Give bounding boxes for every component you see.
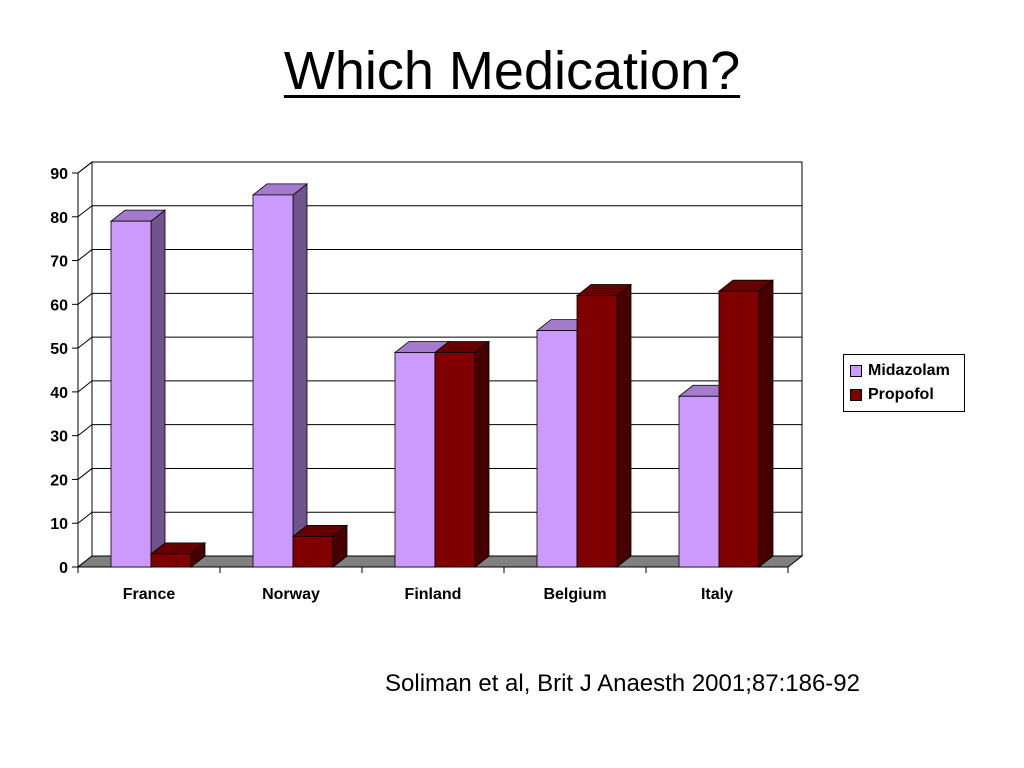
bar-midazolam-france-side	[150, 209, 166, 568]
y-tick-label: 0	[59, 560, 68, 577]
plot-side-wall	[77, 160, 93, 569]
y-tick-labels: 0 10 20 30 40 50 60 70 80 90	[50, 166, 68, 577]
gridline-depth	[77, 511, 93, 524]
x-category-label: France	[123, 586, 176, 603]
legend-label-propofol: Propofol	[868, 386, 934, 403]
bar-propofol-france	[149, 542, 207, 568]
legend-entry-propofol: Propofol	[850, 385, 934, 405]
bar-midazolam-belgium-front	[536, 330, 578, 568]
bar-propofol-italy-side	[758, 279, 774, 568]
gridline-depth	[77, 424, 93, 437]
legend-label-midazolam: Midazolam	[868, 362, 950, 379]
legend-swatch-propofol	[850, 389, 862, 401]
gridline-depth	[77, 336, 93, 349]
gridline-depth	[77, 380, 93, 393]
y-tick-label: 40	[50, 385, 68, 402]
x-category-label: Italy	[701, 586, 733, 603]
bar-propofol-finland-side	[474, 340, 490, 568]
x-category-label: Belgium	[543, 586, 606, 603]
bar-propofol-norway-front	[292, 535, 334, 568]
legend: Midazolam Propofol	[843, 354, 965, 412]
x-category-label: Norway	[262, 586, 320, 603]
bar-midazolam-italy	[677, 384, 735, 568]
bar-midazolam-norway	[251, 183, 309, 568]
gridline-depth	[77, 205, 93, 218]
y-tick-label: 30	[50, 429, 68, 446]
bar-midazolam-norway-front	[252, 194, 294, 568]
x-category-labels: France Norway Finland Belgium Italy	[123, 586, 733, 603]
citation: Soliman et al, Brit J Anaesth 2001;87:18…	[385, 670, 860, 697]
y-tick-label: 70	[50, 254, 68, 271]
y-tick-label: 60	[50, 297, 68, 314]
gridline-depth	[77, 292, 93, 305]
bar-propofol-norway	[291, 524, 349, 568]
y-tick-label: 20	[50, 472, 68, 489]
x-category-label: Finland	[405, 586, 462, 603]
bars	[109, 183, 775, 568]
bar-midazolam-finland-front	[394, 352, 436, 568]
bar-propofol-finland	[433, 340, 491, 568]
y-tick-label: 80	[50, 210, 68, 227]
y-tick-label: 90	[50, 166, 68, 183]
slide-title: Which Medication?	[283, 41, 741, 101]
bar-propofol-belgium-side	[616, 283, 632, 568]
bar-midazolam-norway-side	[292, 183, 308, 568]
bar-propofol-finland-front	[434, 352, 476, 568]
bar-midazolam-france-front	[110, 220, 152, 568]
legend-entry-midazolam: Midazolam	[850, 361, 950, 381]
bar-propofol-italy	[717, 279, 775, 568]
bar-propofol-france-front	[150, 553, 192, 568]
y-tick-label: 50	[50, 341, 68, 358]
bar-midazolam-italy-front	[678, 395, 720, 568]
bar-midazolam-france	[109, 209, 167, 568]
legend-swatch-midazolam	[850, 365, 862, 377]
bar-propofol-italy-front	[718, 290, 760, 568]
gridline-depth	[77, 161, 93, 174]
bar-propofol-belgium-front	[576, 295, 618, 568]
bar-propofol-belgium	[575, 283, 633, 568]
gridline-depth	[77, 249, 93, 261]
y-tick-label: 10	[50, 516, 68, 533]
gridline-depth	[77, 468, 93, 480]
